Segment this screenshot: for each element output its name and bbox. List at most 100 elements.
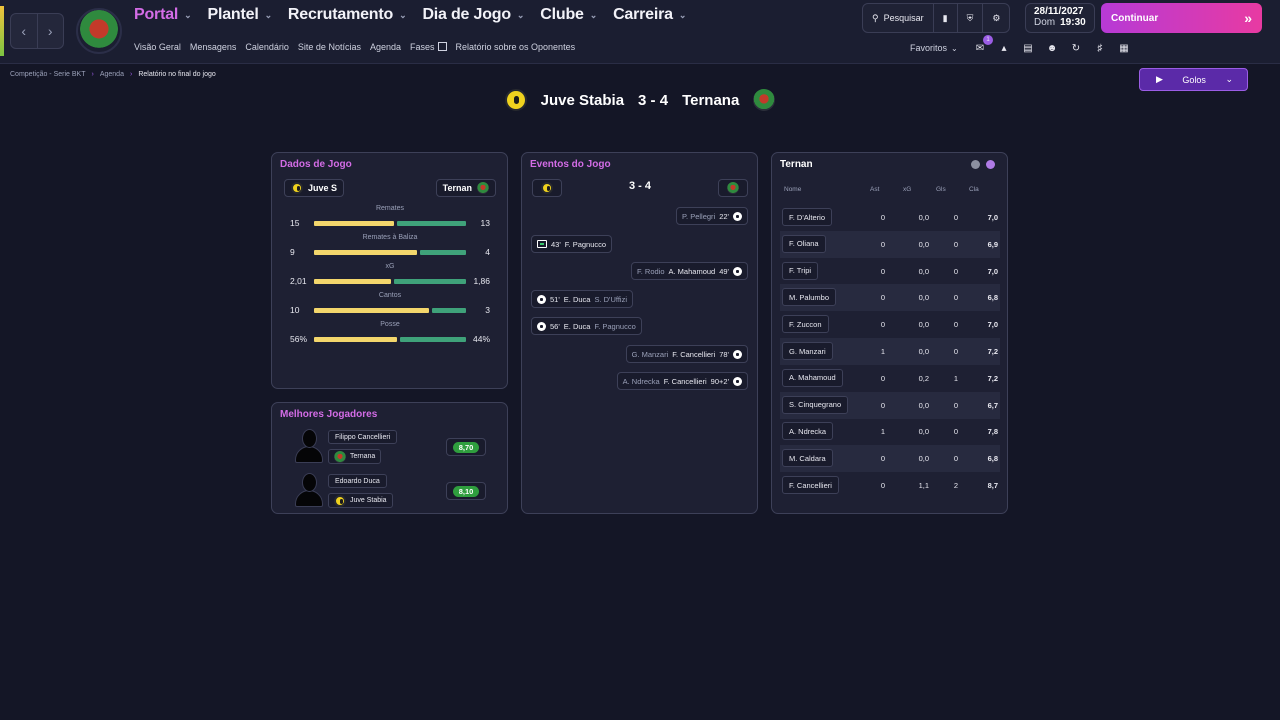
- settings-button[interactable]: ⚙: [982, 4, 1009, 32]
- menu-clube[interactable]: Clube ⌄: [540, 6, 597, 24]
- player-name[interactable]: F. Oliana: [782, 234, 826, 253]
- inbox-icon[interactable]: ✉ 1: [972, 35, 993, 56]
- match-score-header: Juve Stabia 3 - 4 Ternana: [0, 89, 1280, 111]
- table-row[interactable]: A. Ndrecka 1 0,0 0 7,8: [780, 418, 1000, 445]
- submenu-calendario[interactable]: Calendário: [245, 42, 289, 52]
- search-button[interactable]: ⚲ Pesquisar: [863, 4, 933, 32]
- home-team-chip[interactable]: [532, 179, 562, 197]
- table-row[interactable]: G. Manzari 1 0,0 0 7,2: [780, 338, 1000, 365]
- menu-plantel[interactable]: Plantel ⌄: [208, 6, 273, 24]
- breadcrumb-competition[interactable]: Competição - Serie BKT: [10, 71, 86, 78]
- history-navigation: ‹ ›: [10, 13, 64, 49]
- clipboard-icon[interactable]: ▤: [1023, 42, 1033, 54]
- breadcrumb-agenda[interactable]: Agenda: [99, 71, 124, 78]
- goals-cell: 0: [953, 347, 959, 356]
- table-row[interactable]: F. Cancellieri 0 1,1 2 8,7: [780, 472, 1000, 499]
- bookmark-button[interactable]: ▮: [932, 4, 957, 32]
- submenu-mensagens[interactable]: Mensagens: [189, 42, 237, 52]
- shirt-icon[interactable]: ▴: [1001, 42, 1007, 54]
- player-name[interactable]: S. Cinquegrano: [782, 395, 849, 414]
- back-arrow-icon[interactable]: ‹: [21, 23, 27, 39]
- club-logo[interactable]: [76, 8, 122, 54]
- player-rating: 8,70: [446, 438, 486, 456]
- player-name[interactable]: G. Manzari: [782, 342, 833, 360]
- submenu-relatorio-oponentes[interactable]: Relatório sobre os Oponentes: [455, 42, 576, 52]
- submenu-fases[interactable]: Fases: [410, 42, 447, 52]
- away-team-name[interactable]: Ternana: [682, 91, 740, 109]
- event-player: E. Duca: [563, 321, 591, 331]
- table-row[interactable]: F. Oliana 0 0,0 0 6,9: [780, 230, 1000, 258]
- match-event[interactable]: F. Rodio A. Mahamoud 49': [631, 262, 748, 280]
- chevron-down-icon: ⌄: [516, 9, 525, 20]
- away-team-chip[interactable]: Ternan: [435, 179, 496, 197]
- away-team-crest[interactable]: [753, 89, 776, 111]
- panel-title: Melhores Jogadores: [280, 409, 378, 420]
- header-assists[interactable]: Ast: [870, 186, 880, 193]
- match-event[interactable]: P. Pellegri 22': [676, 207, 748, 225]
- player-team-chip[interactable]: Ternana: [328, 449, 382, 464]
- player-name[interactable]: F. D'Alterio: [782, 208, 833, 226]
- menu-portal[interactable]: Portal ⌄: [134, 6, 192, 24]
- table-row[interactable]: F. D'Alterio 0 0,0 0 7,0: [780, 204, 1000, 231]
- continue-button[interactable]: Continuar »: [1101, 3, 1262, 33]
- menu-recrutamento[interactable]: Recrutamento ⌄: [288, 6, 407, 24]
- match-event[interactable]: 56' E. Duca F. Pagnucco: [531, 317, 642, 335]
- submenu-visao-geral[interactable]: Visão Geral: [134, 42, 181, 52]
- event-minute: 22': [719, 211, 729, 221]
- match-events-panel: Eventos do Jogo 3 - 4 P. Pellegri 22' 43' F…: [521, 152, 758, 514]
- player-name[interactable]: A. Ndrecka: [782, 422, 834, 441]
- trophy-icon[interactable]: ♯: [1097, 42, 1103, 54]
- calendar-icon[interactable]: ▦: [1119, 42, 1129, 54]
- staff-icon[interactable]: ☻: [1046, 42, 1058, 54]
- event-player: A. Mahamoud: [668, 266, 716, 276]
- player-name[interactable]: F. Tripi: [782, 261, 819, 280]
- panel-title: Dados de Jogo: [280, 159, 352, 170]
- match-event[interactable]: 43' F. Pagnucco: [531, 235, 613, 253]
- player-name[interactable]: Filippo Cancellieri: [328, 430, 398, 444]
- header-rating[interactable]: Cla: [969, 186, 979, 193]
- player-team-chip[interactable]: Juve Stabia: [328, 493, 393, 508]
- favorites-dropdown[interactable]: Favoritos ⌄: [910, 43, 958, 53]
- home-team-name[interactable]: Juve Stabia: [540, 91, 625, 109]
- club-crest-button[interactable]: ⛨: [956, 4, 983, 32]
- stat-row: xG 2,01 1,86: [284, 263, 496, 289]
- match-event[interactable]: A. Ndrecka F. Cancellieri 90+2': [616, 372, 748, 390]
- header-xg[interactable]: xG: [903, 186, 912, 193]
- table-row[interactable]: M. Palumbo 0 0,0 0 6,8: [780, 284, 1000, 312]
- home-stat-value: 10: [290, 305, 300, 315]
- home-team-chip[interactable]: Juve S: [284, 179, 345, 197]
- match-event[interactable]: 51' E. Duca S. D'Uffizi: [531, 290, 634, 308]
- table-row[interactable]: F. Tripi 0 0,0 0 7,0: [780, 258, 1000, 285]
- home-team-crest[interactable]: [504, 89, 527, 111]
- sub-menu: Visão Geral Mensagens Calendário Site de…: [134, 42, 575, 52]
- submenu-agenda[interactable]: Agenda: [369, 42, 401, 52]
- player-name[interactable]: M. Caldara: [782, 449, 833, 468]
- player-name[interactable]: F. Zuccon: [782, 315, 829, 334]
- menu-label: Dia de Jogo: [422, 6, 511, 23]
- table-row[interactable]: A. Mahamoud 0 0,2 1 7,2: [780, 365, 1000, 392]
- match-event[interactable]: G. Manzari F. Cancellieri 78': [625, 345, 748, 363]
- refresh-icon[interactable]: ↻: [1071, 42, 1081, 54]
- table-row[interactable]: S. Cinquegrano 0 0,0 0 6,7: [780, 391, 1000, 419]
- player-name[interactable]: M. Palumbo: [782, 288, 837, 307]
- golos-highlights-button[interactable]: ▶ Golos ⌄: [1139, 68, 1248, 91]
- player-name[interactable]: Edoardo Duca: [328, 474, 387, 488]
- home-team-toggle-dot[interactable]: [971, 160, 980, 169]
- menu-carreira[interactable]: Carreira ⌄: [613, 6, 686, 24]
- player-team: Juve Stabia: [350, 497, 387, 504]
- best-player-row[interactable]: Edoardo Duca Juve Stabia 8,10: [288, 473, 494, 513]
- best-player-row[interactable]: Filippo Cancellieri Ternana 8,70: [288, 429, 494, 469]
- player-name[interactable]: F. Cancellieri: [782, 476, 839, 494]
- header-name[interactable]: Nome: [784, 186, 802, 193]
- team-crest: [334, 494, 346, 507]
- table-row[interactable]: F. Zuccon 0 0,0 0 7,0: [780, 311, 1000, 338]
- header-goals[interactable]: Gls: [936, 186, 946, 193]
- forward-arrow-icon[interactable]: ›: [36, 14, 64, 48]
- submenu-site-noticias[interactable]: Site de Notícias: [297, 42, 361, 52]
- away-team-chip[interactable]: [718, 179, 748, 197]
- table-row[interactable]: M. Caldara 0 0,0 0 6,8: [780, 445, 1000, 473]
- player-name[interactable]: A. Mahamoud: [782, 368, 843, 387]
- event-assist: G. Manzari: [631, 349, 669, 359]
- away-team-toggle-dot[interactable]: [986, 160, 995, 169]
- menu-dia-de-jogo[interactable]: Dia de Jogo ⌄: [422, 6, 524, 24]
